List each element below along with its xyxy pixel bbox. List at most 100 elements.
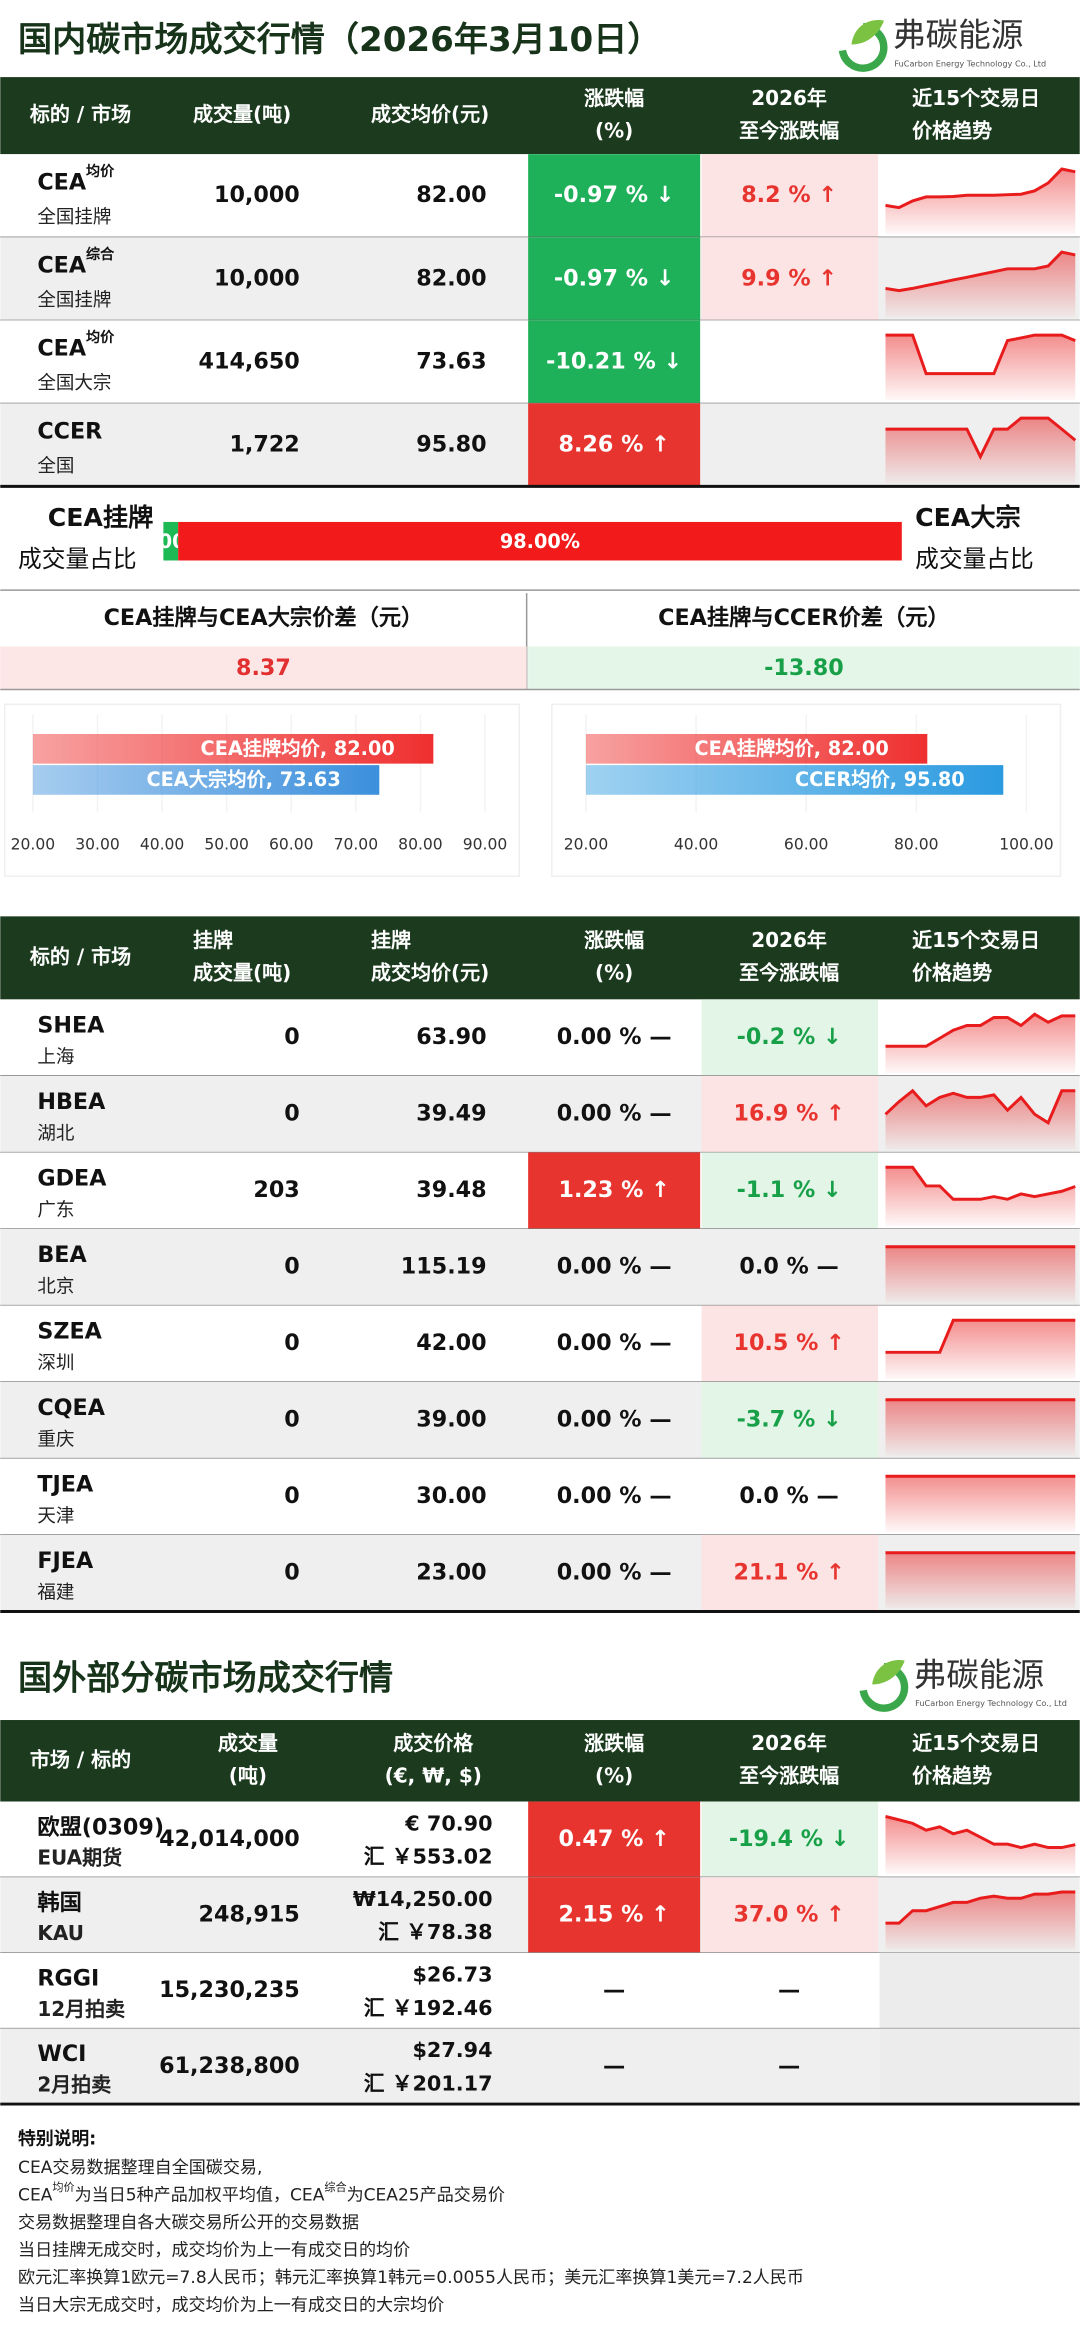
column-header: 挂牌 — [193, 928, 233, 952]
trend-line — [884, 1088, 1076, 1125]
bar — [585, 733, 928, 764]
ytd-change: 9.9 % ↑ — [741, 265, 837, 291]
instrument: CCER — [37, 418, 102, 444]
x-tick-label: 60.00 — [269, 836, 314, 854]
column-header: 成交量 — [218, 1731, 278, 1755]
volume: 0 — [284, 1407, 299, 1433]
bar-label: CCER均价, 95.80 — [795, 768, 965, 791]
column-header: (%) — [595, 118, 633, 142]
notes-title: 特别说明: — [18, 2128, 96, 2150]
trend-area — [885, 1246, 1076, 1303]
instrument-name: CQEA — [37, 1394, 105, 1420]
column-header: 近15个交易日 — [912, 1731, 1040, 1755]
column-header: 市场 / 标的 — [30, 1747, 131, 1771]
change-cell — [528, 1801, 701, 1878]
change: — — [603, 1977, 625, 2003]
volume: 203 — [253, 1177, 299, 1203]
price: 39.48 — [416, 1177, 486, 1203]
ytd-change: — — [778, 1977, 800, 2003]
change: — — [603, 2053, 625, 2079]
price-cny: 汇 ￥553.02 — [364, 1845, 493, 1869]
ytd-change: 0.0 % — — [739, 1483, 838, 1509]
chart-panel — [3, 703, 520, 878]
change-cell — [528, 237, 701, 321]
market: 北京 — [37, 1277, 74, 1298]
instrument-name: WCI — [37, 2041, 86, 2067]
ytd-cell — [701, 1534, 879, 1612]
instrument-name: GDEA — [37, 1165, 107, 1191]
volume: 0 — [284, 1101, 299, 1127]
price: 42.00 — [416, 1330, 486, 1356]
market: 重庆 — [37, 1430, 74, 1451]
ytd-cell — [701, 1075, 879, 1153]
column-header: 价格趋势 — [912, 1764, 992, 1788]
x-tick-label: 50.00 — [204, 836, 249, 854]
spread-cell — [0, 646, 527, 690]
price: 115.19 — [401, 1254, 487, 1280]
change: 0.00 % — — [557, 1330, 672, 1356]
note-line: CEA交易数据整理自全国碳交易, — [18, 2158, 262, 2178]
instrument-name: FJEA — [37, 1547, 94, 1573]
trend-area — [885, 252, 1076, 318]
instrument: FJEA — [37, 1547, 94, 1573]
volume: 1,722 — [229, 431, 299, 457]
note-text: 为CEA25产品交易价 — [347, 2185, 505, 2205]
instrument: SZEA — [37, 1318, 102, 1344]
ytd-cell — [701, 1381, 879, 1459]
note-sup: 均价 — [52, 2181, 74, 2194]
note-line: 当日挂牌无成交时，成交均价为上一有成交日的均价 — [18, 2241, 410, 2261]
price-cny: 汇 ￥201.17 — [364, 2071, 493, 2095]
ytd-cell — [701, 999, 879, 1076]
ytd-change: 21.1 % ↑ — [733, 1560, 844, 1586]
trend-line — [885, 416, 1077, 461]
logo-leaf — [872, 1659, 905, 1685]
change-cell — [528, 320, 701, 404]
column-header: 价格趋势 — [912, 961, 992, 985]
change: 0.00 % — — [557, 1483, 672, 1509]
instrument: WCI — [37, 2041, 86, 2067]
column-header: 至今涨跌幅 — [739, 961, 839, 985]
volume: 414,650 — [199, 348, 300, 374]
volume: 0 — [284, 1024, 299, 1050]
column-header: 至今涨跌幅 — [739, 118, 839, 142]
price: 30.00 — [416, 1483, 486, 1509]
bar — [585, 765, 1004, 795]
volume: 61,238,800 — [159, 2053, 300, 2079]
brand-name-en: FuCarbon Energy Technology Co., Ltd — [915, 1698, 1067, 1708]
ytd-change: 37.0 % ↑ — [733, 1902, 844, 1928]
column-header: 成交价格 — [393, 1731, 474, 1755]
trend-area — [885, 1476, 1076, 1533]
note-line: CEA均价为当日5种产品加权平均值，CEA综合为CEA25产品交易价 — [18, 2180, 505, 2205]
price: 39.49 — [416, 1101, 486, 1127]
change: 1.23 % ↑ — [559, 1177, 670, 1203]
brand-name-en: FuCarbon Energy Technology Co., Ltd — [894, 58, 1046, 68]
trend-area — [885, 1552, 1076, 1609]
price-cny: 汇 ￥78.38 — [378, 1920, 492, 1944]
instrument: HBEA — [37, 1088, 106, 1114]
trend-cell — [879, 2028, 1080, 2105]
ytd-change: 8.2 % ↑ — [741, 182, 837, 208]
instrument-name: 韩国 — [37, 1888, 81, 1915]
column-header: 挂牌 — [371, 928, 411, 952]
ytd-change: -19.4 % ↓ — [729, 1826, 849, 1852]
change: -10.21 % ↓ — [546, 348, 682, 374]
x-tick-label: 80.00 — [894, 836, 939, 854]
table-header — [0, 916, 1080, 1000]
ytd-change: -3.7 % ↓ — [737, 1407, 842, 1433]
price: 63.90 — [416, 1024, 486, 1050]
instrument-name: TJEA — [37, 1471, 94, 1497]
bar-label: CEA挂牌均价, 82.00 — [201, 737, 395, 760]
instrument: SHEA — [37, 1012, 105, 1038]
x-tick-label: 20.00 — [564, 836, 609, 854]
instrument: CEA综合 — [37, 246, 115, 278]
note-text: 为当日5种产品加权平均值，CEA — [75, 2185, 325, 2205]
price: 82.00 — [416, 182, 486, 208]
ytd-cell — [701, 1801, 879, 1878]
column-header: 涨跌幅 — [584, 1731, 644, 1755]
bar — [32, 765, 380, 795]
change: 8.26 % ↑ — [559, 431, 670, 457]
change-cell — [528, 403, 701, 487]
change: 0.00 % — — [557, 1254, 672, 1280]
brand-name: 弗碳能源 — [893, 16, 1023, 54]
trend-line — [885, 1012, 1076, 1048]
